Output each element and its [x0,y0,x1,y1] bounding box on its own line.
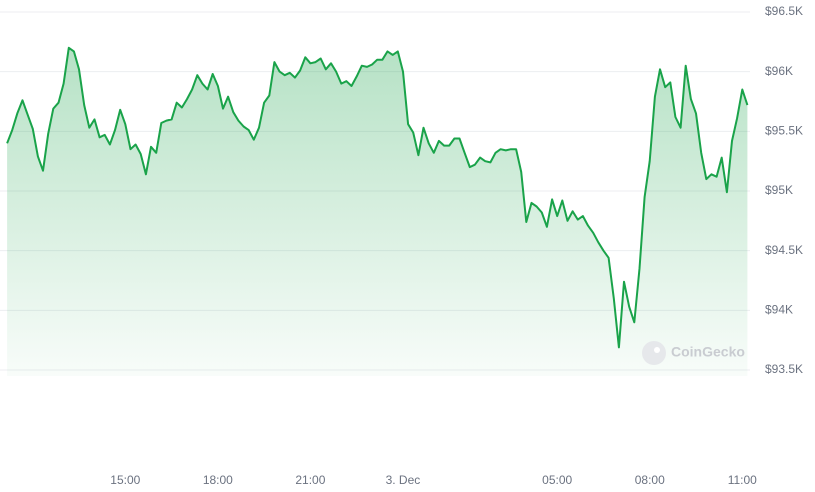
x-tick-label: 08:00 [635,473,665,487]
x-tick-label: 18:00 [203,473,233,487]
y-tick-label: $94.5K [765,243,803,257]
y-tick-label: $96.5K [765,4,803,18]
price-line [6,46,749,349]
x-tick-label: 05:00 [542,473,572,487]
x-tick-label: 15:00 [110,473,140,487]
y-tick-label: $96K [765,64,793,78]
y-tick-label: $95.5K [765,123,803,137]
watermark-logo [642,341,666,365]
plot: $93.5K $94K $94.5K $95K $95.5K $96K $96.5K 15:0… [0,4,803,487]
area [7,47,748,377]
x-tick-label: 21:00 [295,473,325,487]
y-tick-label: $95K [765,183,793,197]
y-tick-label: $94K [765,303,793,317]
watermark: CoinGecko [671,344,745,360]
x-tick-label: 3. Dec [386,473,421,487]
y-tick-label: $93.5K [765,362,803,376]
x-tick-label: 11:00 [728,473,757,487]
